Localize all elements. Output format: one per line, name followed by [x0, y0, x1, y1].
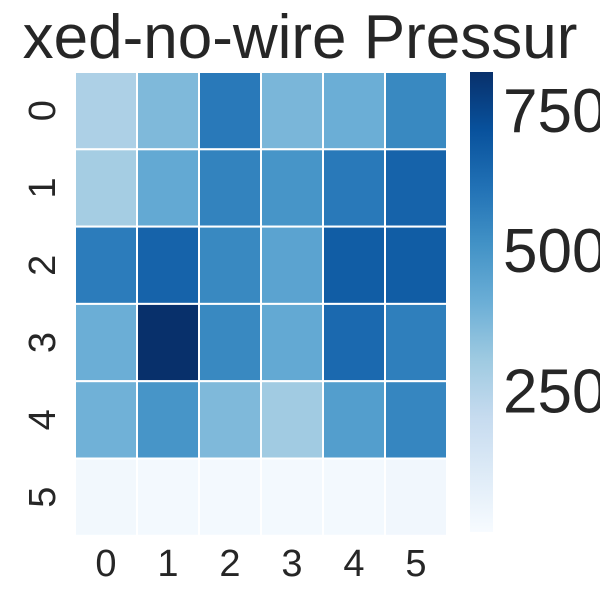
x-tick-label: 2 — [219, 543, 240, 585]
heatmap-cell-r2-c1 — [136, 225, 200, 305]
y-tick-label: 1 — [22, 177, 64, 198]
heatmap-cell-r4-c0 — [74, 380, 138, 460]
heatmap-cell-r3-c0 — [74, 302, 138, 383]
heatmap-cell-r2-c5 — [384, 225, 448, 305]
y-tick-label: 5 — [22, 487, 64, 508]
heatmap-cell-r5-c3 — [260, 457, 324, 537]
heatmap-cell-r5-c1 — [136, 457, 200, 537]
heatmap-cell-r2-c2 — [198, 225, 262, 305]
heatmap-cell-r5-c0 — [74, 457, 138, 537]
heatmap-cell-r3-c1 — [136, 302, 200, 383]
heatmap-cell-r5-c4 — [322, 457, 386, 537]
y-tick-label: 2 — [22, 255, 64, 276]
colorbar-tick-label: 750 — [503, 77, 600, 146]
heatmap-cell-r3-c5 — [384, 302, 448, 383]
y-tick-label: 0 — [22, 100, 64, 121]
heatmap-cell-r3-c2 — [198, 302, 262, 383]
heatmap-cell-r1-c0 — [74, 148, 138, 228]
heatmap-cells — [74, 71, 448, 537]
heatmap-cell-r3-c4 — [322, 302, 386, 383]
heatmap-cell-r1-c4 — [322, 148, 386, 228]
heatmap-cell-r3-c3 — [260, 302, 324, 383]
heatmap-cell-r1-c2 — [198, 148, 262, 228]
heatmap-cell-r4-c1 — [136, 380, 200, 460]
heatmap-cell-r1-c3 — [260, 148, 324, 228]
x-tick-label: 5 — [405, 543, 426, 585]
colorbar — [470, 72, 493, 532]
chart-title: xed-no-wire Pressur — [23, 3, 578, 72]
colorbar-tick-label: 500 — [503, 217, 600, 286]
heatmap-cell-r2-c0 — [74, 225, 138, 305]
heatmap-cell-r2-c3 — [260, 225, 324, 305]
heatmap-cell-r4-c4 — [322, 380, 386, 460]
heatmap-cell-r2-c4 — [322, 225, 386, 305]
y-axis-ticks: 0 1 2 3 4 5 — [22, 100, 64, 508]
heatmap-cell-r1-c5 — [384, 148, 448, 228]
heatmap-cell-r0-c5 — [384, 71, 448, 151]
colorbar-tick-label: 250 — [503, 357, 600, 426]
heatmap-cell-r5-c5 — [384, 457, 448, 537]
heatmap-cell-r0-c3 — [260, 71, 324, 151]
x-tick-label: 0 — [95, 543, 116, 585]
heatmap-cell-r4-c2 — [198, 380, 262, 460]
heatmap-cell-r5-c2 — [198, 457, 262, 537]
heatmap-cell-r4-c5 — [384, 380, 448, 460]
heatmap-cell-r0-c2 — [198, 71, 262, 151]
heatmap-cell-r1-c1 — [136, 148, 200, 228]
x-tick-label: 1 — [157, 543, 178, 585]
x-tick-label: 4 — [343, 543, 364, 585]
heatmap-cell-r0-c0 — [74, 71, 138, 151]
y-tick-label: 4 — [22, 409, 64, 430]
heatmap-cell-r0-c4 — [322, 71, 386, 151]
colorbar-ticks: 250 500 750 — [503, 77, 600, 426]
x-tick-label: 3 — [281, 543, 302, 585]
y-tick-label: 3 — [22, 332, 64, 353]
heatmap-cell-r4-c3 — [260, 380, 324, 460]
heatmap-cell-r0-c1 — [136, 71, 200, 151]
